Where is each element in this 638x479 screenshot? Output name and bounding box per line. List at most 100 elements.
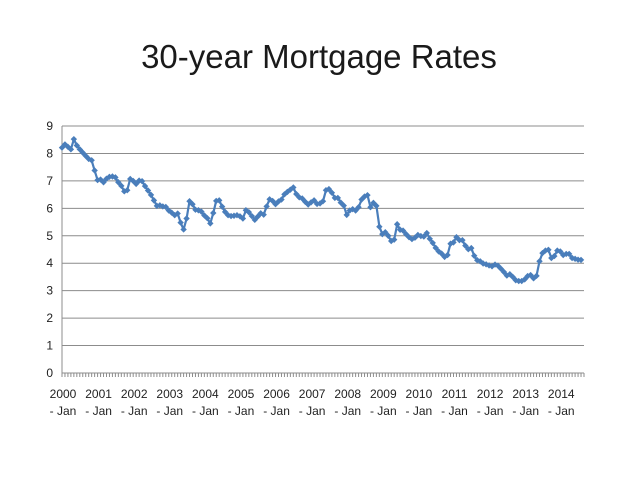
data-point [121, 188, 128, 195]
x-tick-label: 2007 - Jan [299, 387, 326, 418]
data-point [565, 250, 573, 258]
x-tick-month: - Jan [263, 404, 290, 418]
x-tick-year: 2004 [192, 387, 219, 401]
data-point [260, 211, 267, 218]
data-point [390, 236, 398, 243]
data-point [393, 221, 401, 228]
data-point [551, 252, 558, 260]
data-point [574, 256, 582, 263]
data-point [112, 174, 119, 181]
data-point [340, 202, 347, 209]
data-point [156, 202, 164, 209]
data-point [103, 175, 110, 182]
data-point [355, 204, 362, 211]
data-point [174, 210, 181, 217]
y-axis-ticks: 0 1 2 3 4 5 6 7 8 9 [46, 119, 53, 380]
data-point [554, 247, 561, 254]
chart-title: 30-year Mortgage Rates [141, 38, 497, 75]
data-point [571, 255, 579, 263]
data-point [216, 197, 223, 204]
y-tick-label: 8 [46, 146, 53, 160]
y-tick-label: 3 [46, 284, 53, 298]
x-tick-year: 2014 [548, 387, 575, 401]
data-point [310, 197, 318, 204]
data-point [162, 203, 170, 211]
data-point [207, 220, 214, 227]
data-point [385, 232, 392, 239]
x-tick-label: 2002 - Jan [121, 387, 148, 418]
data-point [459, 236, 466, 244]
data-point [423, 229, 430, 237]
axes [61, 126, 585, 377]
x-tick-label: 2012 - Jan [477, 387, 504, 418]
x-tick-month: - Jan [370, 404, 397, 418]
data-point [245, 208, 253, 216]
y-tick-label: 5 [46, 229, 53, 243]
data-point [198, 208, 205, 215]
data-point [124, 187, 131, 194]
x-tick-year: 2007 [299, 387, 326, 401]
x-tick-year: 2003 [156, 387, 183, 401]
x-tick-label: 2005 - Jan [228, 387, 255, 418]
data-point [441, 253, 448, 261]
plot-area [58, 135, 585, 285]
data-point [147, 191, 155, 199]
data-point [542, 247, 549, 254]
data-point [141, 182, 149, 190]
data-point [468, 244, 475, 252]
data-point [577, 256, 585, 264]
data-point [319, 197, 327, 205]
x-tick-year: 2001 [85, 387, 112, 401]
data-point [248, 212, 256, 220]
data-point [373, 202, 380, 210]
data-point [376, 223, 383, 230]
x-tick-label: 2000 - Jan [50, 387, 77, 418]
data-point [426, 235, 433, 242]
x-tick-month: - Jan [121, 404, 148, 418]
data-point [204, 215, 211, 222]
data-point [420, 233, 428, 240]
data-point [462, 242, 469, 249]
data-point [183, 215, 190, 222]
x-tick-month: - Jan [228, 404, 255, 418]
x-tick-label: 2010 - Jan [406, 387, 433, 418]
x-tick-month: - Jan [548, 404, 575, 418]
data-point [135, 177, 143, 184]
data-point [73, 142, 81, 149]
x-tick-month: - Jan [441, 404, 468, 418]
gridlines [62, 125, 584, 347]
data-point [88, 157, 95, 164]
x-tick-month: - Jan [299, 404, 326, 418]
data-point [263, 203, 270, 210]
data-point [367, 204, 374, 211]
data-point [328, 189, 336, 196]
data-point [177, 219, 184, 226]
data-point [429, 239, 436, 247]
data-point [325, 185, 333, 193]
data-point [450, 239, 457, 246]
x-tick-label: 2001 - Jan [85, 387, 112, 418]
x-tick-label: 2004 - Jan [192, 387, 219, 418]
data-point [159, 203, 167, 210]
y-tick-label: 9 [46, 119, 53, 133]
x-tick-month: - Jan [477, 404, 504, 418]
x-tick-month: - Jan [512, 404, 539, 418]
x-tick-month: - Jan [50, 404, 77, 418]
data-point [138, 177, 146, 185]
x-tick-label: 2006 - Jan [263, 387, 290, 418]
data-point [144, 187, 152, 194]
data-point [539, 249, 546, 257]
y-tick-label: 7 [46, 174, 53, 188]
x-tick-month: - Jan [156, 404, 183, 418]
x-tick-month: - Jan [192, 404, 219, 418]
data-point [471, 252, 478, 260]
x-tick-year: 2000 [50, 387, 77, 401]
data-point [557, 248, 564, 255]
data-point [210, 209, 217, 217]
x-tick-year: 2009 [370, 387, 397, 401]
data-point [70, 135, 78, 143]
data-point [399, 227, 407, 234]
data-point [180, 226, 187, 233]
